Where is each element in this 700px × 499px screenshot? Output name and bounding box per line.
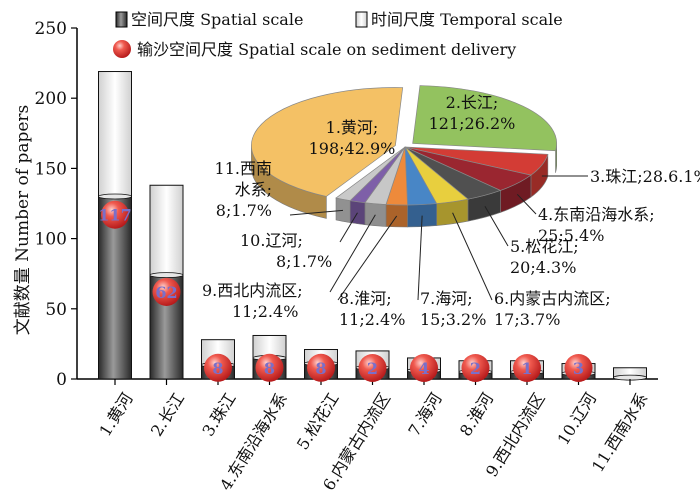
sediment-marker — [204, 353, 232, 382]
pie-slice — [335, 146, 406, 202]
y-tick-label: 150 — [35, 159, 67, 179]
pie-label: 5.松花江; — [510, 237, 579, 256]
pie-leader-line — [339, 212, 358, 243]
sediment-marker-label: 62 — [155, 283, 177, 302]
pie-label: 2.长江; — [446, 93, 499, 112]
sediment-marker-label: 117 — [98, 206, 131, 225]
pie-leader-line — [417, 215, 423, 301]
legend: 空间尺度 Spatial scale 时间尺度 Temporal scale 输… — [113, 10, 563, 59]
pie-leader-line — [452, 212, 493, 301]
pie-label: 198;42.9% — [309, 139, 396, 158]
sediment-marker — [358, 354, 387, 382]
y-tick-label: 100 — [35, 230, 67, 250]
sediment-marker-label: 4 — [418, 359, 429, 378]
x-tick-label: 3.珠江 — [198, 389, 239, 439]
pie-chart — [251, 85, 558, 228]
sediment-marker-label: 2 — [367, 359, 378, 378]
x-tick-label: 8.淮河 — [456, 389, 497, 439]
pie-label: 8;1.7% — [276, 252, 332, 271]
x-tick-label: 7.海河 — [404, 389, 445, 439]
sediment-marker — [152, 277, 181, 306]
pie-label: 17;3.7% — [494, 310, 560, 329]
sediment-marker — [461, 354, 490, 382]
pie-label: 9.西北内流区; — [202, 281, 303, 300]
pie-slice-side — [335, 197, 351, 223]
y-tick-label: 50 — [45, 300, 67, 320]
legend-label-sediment: 输沙空间尺度 Spatial scale on sediment deliver… — [137, 40, 516, 59]
sediment-marker-label: 8 — [212, 359, 223, 378]
legend-label-temporal: 时间尺度 Temporal scale — [371, 10, 563, 29]
pie-slice-side — [364, 202, 387, 227]
pie-label: 7.海河; — [420, 289, 473, 308]
pie-slice — [412, 85, 558, 152]
pie-label: 11;2.4% — [339, 310, 405, 329]
legend-marker-sediment — [113, 40, 131, 58]
pie-leader-line — [329, 214, 376, 293]
pie-label: 8.淮河; — [339, 289, 392, 308]
legend-swatch-temporal — [355, 11, 368, 28]
pie-label: 1.黄河; — [326, 118, 379, 137]
pie-label: 15;3.2% — [420, 310, 486, 329]
sediment-marker — [307, 353, 335, 382]
pie-label: 20;4.3% — [510, 258, 576, 277]
sediment-marker-label: 3 — [573, 359, 584, 378]
bar-temporal — [98, 71, 132, 197]
pie-leader-line — [337, 215, 398, 301]
x-tick-label: 1.黄河 — [95, 389, 136, 439]
sediment-marker — [101, 200, 129, 229]
x-tick-label: 2.长江 — [147, 389, 188, 439]
pie-slice — [251, 87, 404, 197]
pie-leader-line — [289, 209, 344, 216]
bar-segment-cap — [98, 193, 132, 200]
bar-segment-cap — [149, 272, 184, 279]
pie-label: 11.西南 — [215, 159, 272, 178]
y-axis-title: 文献数量 Number of papers — [13, 105, 33, 336]
pie-label: 25;5.4% — [538, 226, 604, 245]
y-tick-label: 250 — [35, 19, 67, 39]
sediment-marker-label: 2 — [470, 359, 481, 378]
pie-label: 121;26.2% — [429, 114, 516, 133]
x-tick-label: 5.松花江 — [293, 389, 343, 453]
pie-label: 3.珠江;28.6.1% — [590, 167, 700, 186]
x-tick-label: 10.辽河 — [554, 389, 601, 448]
sediment-marker — [564, 354, 593, 382]
sediment-marker — [410, 354, 438, 382]
sediment-marker — [255, 353, 284, 382]
sediment-marker-label: 1 — [521, 359, 532, 378]
pie-leader-line — [484, 205, 509, 247]
pie-label: 4.东南沿海水系; — [538, 205, 655, 224]
pie-label: 11;2.4% — [232, 302, 298, 321]
legend-label-spatial: 空间尺度 Spatial scale — [131, 10, 303, 29]
pie-leader-line — [516, 193, 537, 215]
sediment-marker-label: 8 — [315, 359, 326, 378]
pie-label: 8;1.7% — [216, 201, 272, 220]
pie-label: 10.辽河; — [240, 231, 303, 250]
bar-temporal — [149, 184, 184, 276]
sediment-marker — [513, 354, 541, 382]
pie-slice-side — [385, 204, 408, 228]
y-tick-label: 200 — [35, 89, 67, 109]
y-tick-label: 0 — [56, 370, 67, 390]
sediment-marker-label: 8 — [264, 359, 275, 378]
pie-label: 水系; — [235, 180, 272, 199]
legend-swatch-spatial — [115, 11, 128, 28]
pie-label: 6.内蒙古内流区; — [494, 289, 611, 308]
pie-labels: 1.黄河; 198;42.9% 2.长江; 121;26.2% 3.珠江;28.6.1%… — [202, 93, 700, 329]
